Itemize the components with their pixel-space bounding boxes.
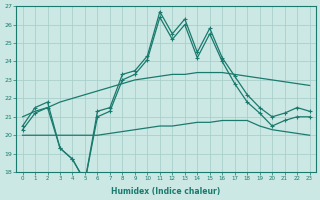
- X-axis label: Humidex (Indice chaleur): Humidex (Indice chaleur): [111, 187, 221, 196]
